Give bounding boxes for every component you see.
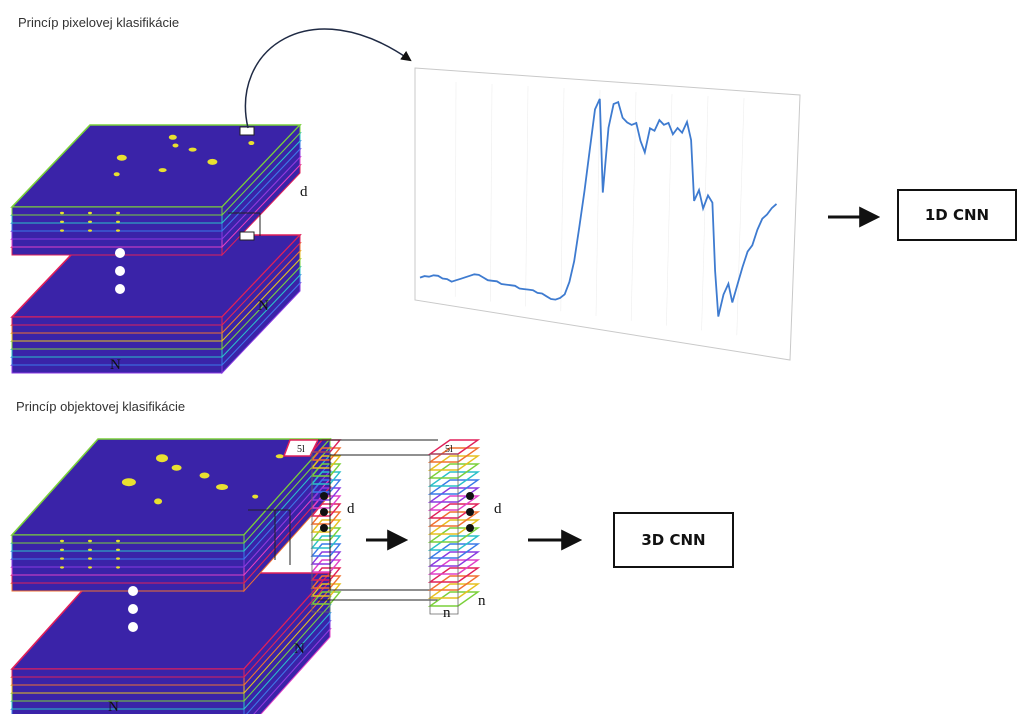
column-slab xyxy=(310,551,342,565)
label-n-right-top: N xyxy=(258,298,269,314)
ellipsis-dot xyxy=(115,284,125,294)
column-slab xyxy=(427,455,481,471)
column-slab xyxy=(310,543,342,557)
label-n-cube-right: n xyxy=(478,593,486,609)
hyperspectral-cube-bottom xyxy=(10,437,332,714)
label-n-right-bottom: N xyxy=(294,641,305,657)
curved-arrow xyxy=(244,28,412,129)
column-slab xyxy=(427,471,481,487)
label-n-bottom-top: N xyxy=(110,357,121,373)
column-slab xyxy=(310,559,342,573)
ellipsis-dot xyxy=(115,248,125,258)
projection-lines xyxy=(318,439,438,601)
spectrum-chart xyxy=(414,67,801,361)
label-n-bottom-bottom: N xyxy=(108,699,119,714)
cnn-1d-box: 1D CNN xyxy=(897,189,1017,241)
ellipsis-dot xyxy=(128,622,138,632)
pixel-marker-top xyxy=(239,126,255,136)
ellipsis-dot xyxy=(128,604,138,614)
svg-text:5l: 5l xyxy=(445,444,453,455)
column-slab xyxy=(427,447,481,463)
object-classification-heading: Princíp objektovej klasifikácie xyxy=(16,399,186,414)
ellipsis-dot xyxy=(115,266,125,276)
column-slab xyxy=(427,591,481,607)
column-slab xyxy=(427,543,481,559)
label-d-stack: d xyxy=(347,501,355,517)
svg-text:5l: 5l xyxy=(297,444,305,455)
label-d-top: d xyxy=(300,184,308,200)
column-slab xyxy=(310,535,342,549)
column-slab xyxy=(427,439,481,455)
column-slab xyxy=(427,479,481,495)
object-region: 5l xyxy=(248,439,320,565)
column-slab xyxy=(427,535,481,551)
column-slab xyxy=(427,559,481,575)
column-slab xyxy=(427,463,481,479)
label-n-cube-bottom: n xyxy=(443,605,451,621)
pixel-classification-heading: Princíp pixelovej klasifikácie xyxy=(18,15,180,30)
column-slab xyxy=(427,575,481,591)
column-slab xyxy=(427,551,481,567)
cnn-3d-box: 3D CNN xyxy=(613,512,734,568)
column-slab xyxy=(427,583,481,599)
label-d-cube: d xyxy=(494,501,502,517)
spectrum-line xyxy=(419,98,778,317)
pixel-marker-bottom xyxy=(239,231,255,241)
column-slab xyxy=(427,567,481,583)
hyperspectral-cube-top xyxy=(10,123,302,375)
ellipsis-dot xyxy=(128,586,138,596)
